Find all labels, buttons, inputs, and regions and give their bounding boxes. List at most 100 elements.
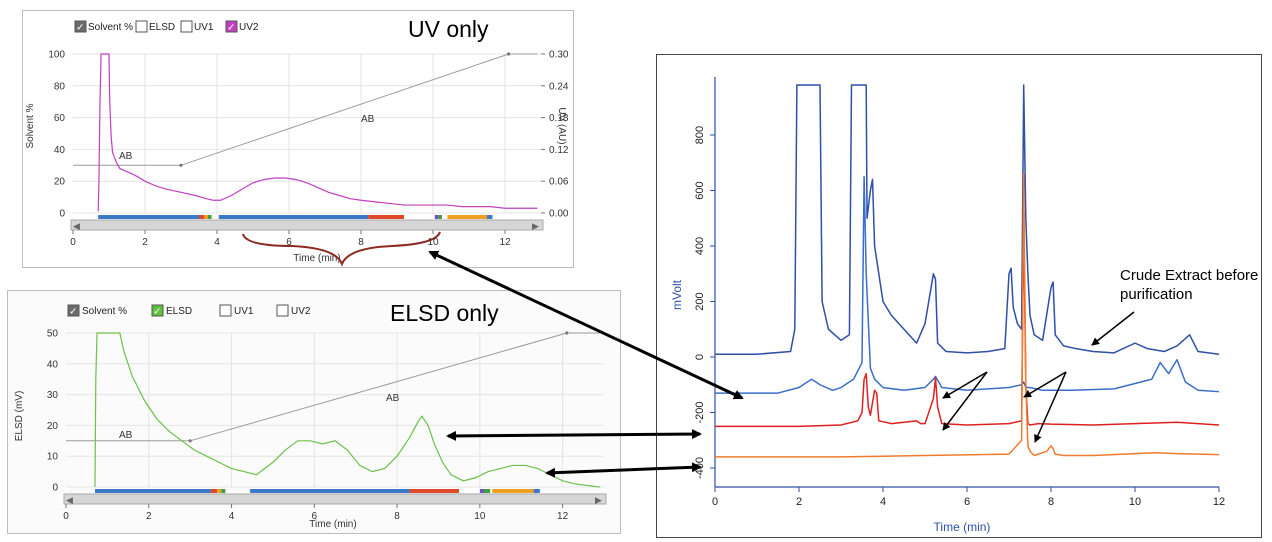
check-icon: ✓ (153, 307, 161, 318)
legend-elsd-label: ELSD (149, 22, 175, 33)
fraction-bar-segment (492, 489, 534, 493)
x-tick-label: 10 (474, 511, 486, 522)
fraction-bar-segment (438, 215, 442, 219)
y-tick-label: 400 (694, 237, 706, 255)
legend-elsd-label: ELSD (166, 306, 192, 317)
x-tick-label: 6 (286, 237, 292, 248)
y-tick-label: 20 (54, 177, 66, 188)
y-tick-label: 40 (47, 359, 59, 370)
legend-uv1-checkbox[interactable] (180, 20, 193, 33)
y2-tick-label: 0.24 (549, 81, 569, 92)
series-line-trace-3 (715, 217, 1220, 428)
uv-plot-area: 0 0.00 20 0.06 40 0.12 60 0.18 80 0.24 100 0.30 ◀ ▶ 0 2… (48, 50, 569, 249)
legend-solvent-checkbox[interactable] (74, 20, 87, 33)
fraction-bar-segment (217, 489, 222, 493)
scroll-right-icon[interactable]: ▶ (532, 221, 539, 231)
x-tick-label: 10 (427, 237, 439, 248)
y2-tick-label: 0.00 (549, 209, 569, 220)
y-tick-label: 0 (52, 483, 58, 494)
y-tick-label: 0 (694, 354, 706, 360)
x-tick-label: 12 (557, 511, 569, 522)
gradient-point (565, 331, 569, 335)
x-tick-label: 12 (499, 237, 511, 248)
legend-uv2-checkbox[interactable] (225, 20, 238, 33)
fraction-bar-segment (459, 489, 480, 493)
uv-y2-axis-title: UV (AU) (556, 107, 567, 144)
x-tick-label: 12 (1213, 496, 1225, 508)
y2-tick-label: 0.30 (549, 50, 569, 61)
legend-uv2-label: UV2 (239, 22, 259, 33)
gradient-point (507, 52, 511, 56)
elsd-legend: ✓ Solvent % ✓ ELSD UV1 UV2 (67, 304, 311, 318)
gradient-label: AB (361, 114, 375, 125)
fraction-bar-segment (404, 215, 435, 219)
y-tick-label: 10 (47, 452, 59, 463)
fraction-bar-segment (98, 215, 199, 219)
fraction-bar-segment (210, 489, 218, 493)
check-icon: ✓ (227, 23, 235, 34)
elsd-plot-area: 0 10 20 30 40 50 ◀ ▶ 0 2 4 6 8 10 12 (47, 329, 607, 522)
elsd-x-axis-title: Time (min) (309, 519, 356, 530)
fraction-bar-segment (487, 215, 493, 219)
chromatogram-panel: 0 2 4 6 8 10 12 -400 -200 0 200 400 600 800 mVolt Tim… (656, 54, 1262, 538)
y-tick-label: 200 (694, 292, 706, 310)
legend-elsd-checkbox[interactable] (135, 20, 148, 33)
scroll-left-icon[interactable]: ◀ (66, 495, 73, 505)
legend-solvent-label: Solvent % (82, 306, 127, 317)
legend-uv1-label: UV1 (194, 22, 214, 33)
legend-solvent-checkbox[interactable] (67, 304, 80, 317)
fraction-bar-segment (434, 215, 439, 219)
x-tick-label: 4 (229, 511, 235, 522)
gradient-point (179, 163, 183, 167)
gradient-label: AB (119, 430, 133, 441)
scroll-right-icon[interactable]: ▶ (595, 495, 602, 505)
y-tick-label: 30 (47, 390, 59, 401)
x-tick-label: 8 (394, 511, 400, 522)
y-tick-label: 40 (54, 145, 66, 156)
fraction-bar-segment (208, 215, 212, 219)
elsd-chart-panel: ✓ Solvent % ✓ ELSD UV1 UV2 ELSD only 0 10… (7, 290, 621, 534)
x-tick-label: 0 (70, 237, 76, 248)
scroll-left-icon[interactable]: ◀ (73, 221, 80, 231)
y-tick-label: 60 (54, 113, 66, 124)
fraction-bar-segment (368, 215, 405, 219)
fraction-bar-segment (221, 489, 226, 493)
legend-uv2-checkbox[interactable] (276, 304, 289, 317)
uv-y-axis-title: Solvent % (25, 103, 36, 148)
x-tick-label: 2 (796, 496, 802, 508)
x-tick-label: 2 (146, 511, 152, 522)
x-tick-label: 0 (63, 511, 69, 522)
x-tick-label: 6 (312, 511, 318, 522)
x-tick-label: 2 (142, 237, 148, 248)
y-tick-label: 600 (694, 181, 706, 199)
series-line-elsd (94, 332, 600, 488)
x-tick-label: 8 (1048, 496, 1054, 508)
fraction-bar-segment (94, 489, 211, 493)
y-tick-label: -400 (694, 457, 706, 479)
y2-tick-label: 0.18 (549, 113, 569, 124)
uv-legend: ✓ Solvent % ELSD UV1 ✓ UV2 (74, 20, 259, 34)
y2-tick-label: 0.12 (549, 145, 569, 156)
x-tick-label: 10 (1129, 496, 1141, 508)
x-tick-label: 6 (964, 496, 970, 508)
crude-extract-annotation: Crude Extract before purification (1120, 267, 1259, 303)
fraction-bar-segment (409, 489, 460, 493)
fraction-bar-segment (447, 215, 487, 219)
legend-uv1-label: UV1 (234, 306, 254, 317)
gradient-point (188, 439, 192, 443)
scrollbar-track[interactable] (63, 493, 607, 505)
legend-elsd-checkbox[interactable] (151, 304, 164, 317)
fraction-bar-segment (483, 489, 491, 493)
check-icon: ✓ (76, 23, 84, 34)
y-tick-label: 800 (694, 126, 706, 144)
legend-uv2-label: UV2 (291, 306, 311, 317)
legend-uv1-checkbox[interactable] (219, 304, 232, 317)
fraction-bar-segment (533, 489, 540, 493)
uv-chart-panel: ✓ Solvent % ELSD UV1 ✓ UV2 UV only 0 0.00… (22, 10, 574, 268)
y-tick-label: 0 (59, 209, 65, 220)
elsd-y-axis-title: ELSD (mV) (14, 391, 25, 442)
scrollbar-track[interactable] (70, 219, 544, 231)
series-line-trace-2 (715, 175, 1220, 394)
fraction-bar-segment (250, 489, 410, 493)
uv-chart-svg: ✓ Solvent % ELSD UV1 ✓ UV2 UV only 0 0.00… (25, 16, 569, 264)
